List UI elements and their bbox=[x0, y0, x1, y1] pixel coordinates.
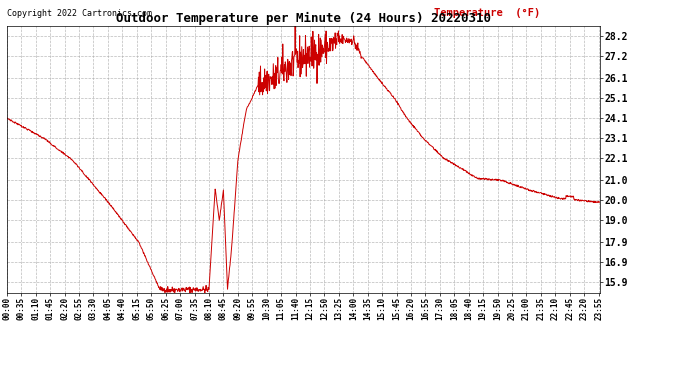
Title: Outdoor Temperature per Minute (24 Hours) 20220310: Outdoor Temperature per Minute (24 Hours… bbox=[116, 12, 491, 25]
Text: Copyright 2022 Cartronics.com: Copyright 2022 Cartronics.com bbox=[7, 9, 152, 18]
Text: Temperature  (°F): Temperature (°F) bbox=[434, 8, 540, 18]
